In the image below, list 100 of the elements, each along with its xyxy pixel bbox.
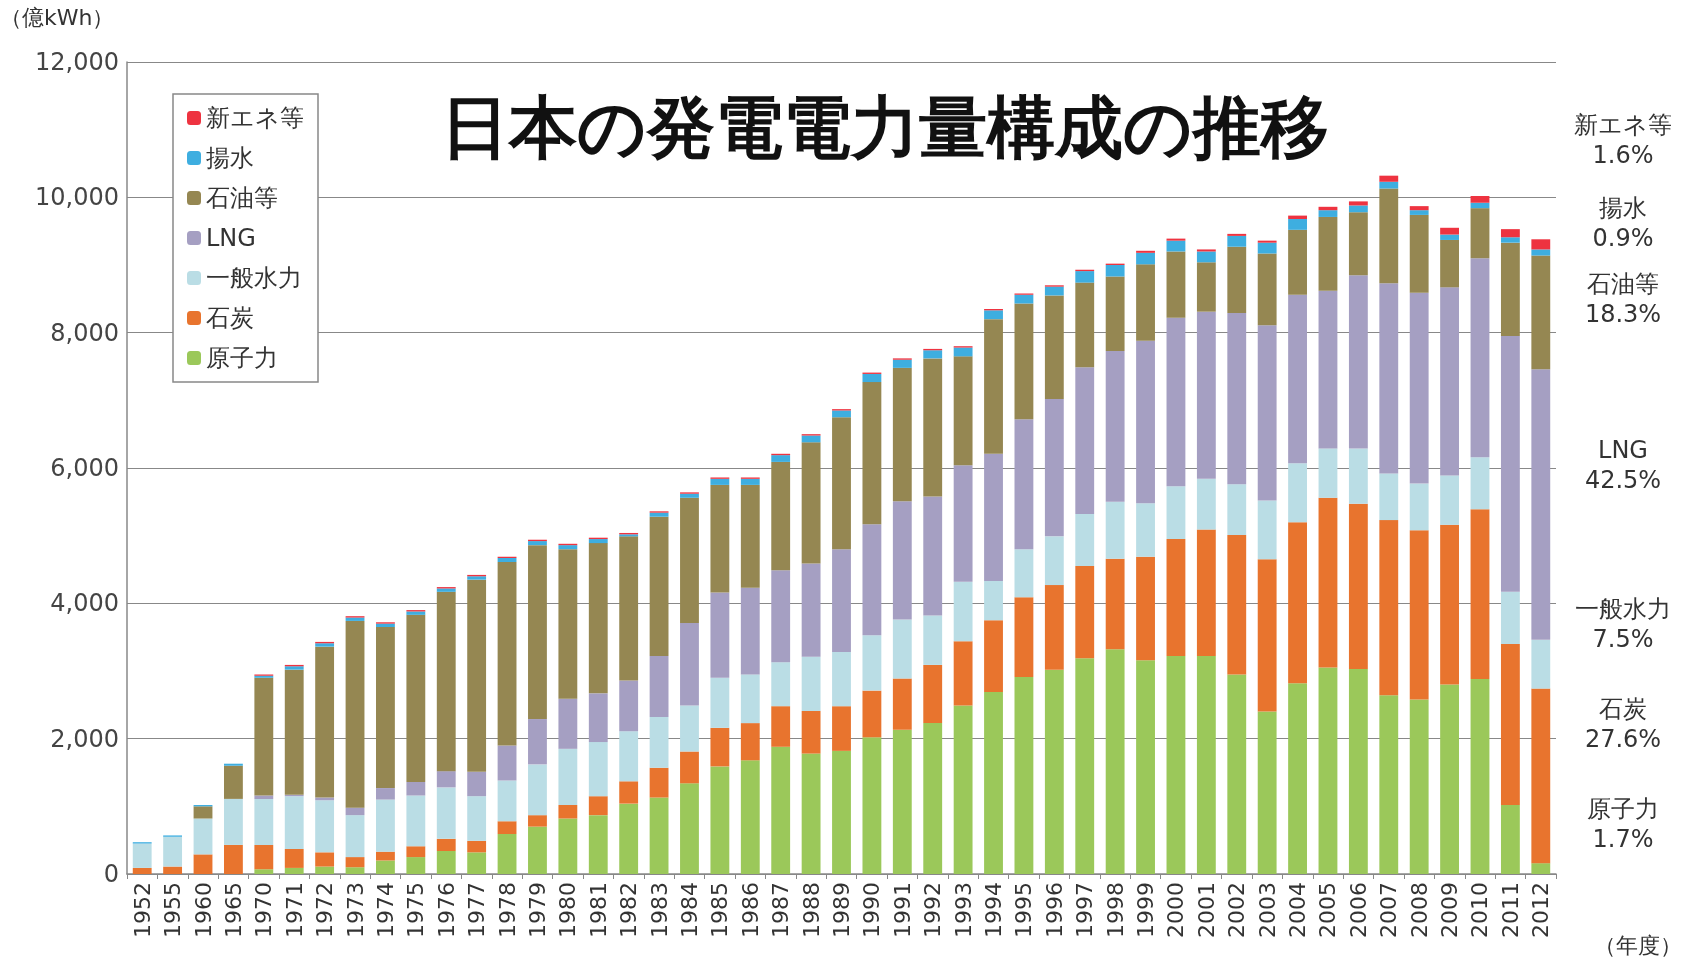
bar (1470, 208, 1490, 259)
bar (132, 843, 152, 868)
bar (1500, 229, 1520, 238)
bar (223, 844, 243, 874)
x-tick-label: 1972 (312, 882, 338, 938)
bar (315, 800, 335, 853)
bar (497, 562, 517, 746)
x-tick-label: 2002 (1224, 882, 1250, 938)
x-tick-label: 1989 (829, 882, 854, 938)
bar (1409, 292, 1429, 484)
bar (132, 867, 152, 874)
bar (1500, 237, 1520, 243)
bar (984, 310, 1003, 320)
bar (710, 766, 730, 874)
legend-label: LNG (206, 224, 256, 252)
x-tick-label: 2000 (1163, 882, 1189, 938)
bar (1196, 529, 1216, 657)
y-tick-label: 0 (103, 860, 119, 888)
bar (801, 753, 821, 874)
bar (832, 706, 851, 751)
bar (1257, 559, 1277, 712)
bar (619, 803, 639, 874)
bar (345, 815, 365, 858)
bar (953, 356, 973, 466)
bar (771, 662, 791, 707)
legend-label: 一般水力 (206, 264, 302, 292)
bar (1531, 639, 1551, 689)
x-tick-label: 2005 (1315, 882, 1341, 938)
bar (1257, 240, 1277, 243)
bar (984, 620, 1003, 692)
bar (1227, 534, 1247, 675)
bar (436, 787, 456, 839)
x-axis-title: （年度） (1594, 932, 1682, 958)
bar (1288, 463, 1307, 523)
bar (1409, 206, 1429, 211)
bar (1105, 558, 1125, 650)
x-tick-label: 1971 (281, 882, 307, 938)
bar (1379, 283, 1399, 474)
bar (528, 815, 547, 827)
bar (1257, 711, 1277, 874)
bar (1227, 233, 1247, 236)
bar (1136, 503, 1155, 557)
bar (284, 867, 304, 874)
x-tick-label: 2001 (1193, 882, 1219, 938)
text: 石油等 18.3% (1584, 269, 1662, 328)
x-tick-label: 1955 (160, 882, 186, 938)
bar (1227, 674, 1247, 874)
bar (558, 698, 578, 749)
bar (862, 382, 882, 525)
bar (649, 516, 669, 657)
bar (284, 669, 304, 795)
text: 揚水 0.9% (1592, 194, 1654, 253)
bar (1014, 597, 1034, 678)
bar (467, 840, 487, 853)
bar (558, 545, 578, 550)
bar (680, 493, 699, 498)
bar (1440, 227, 1460, 235)
bar (1044, 286, 1064, 296)
x-tick-label: 1979 (524, 882, 550, 938)
bar (771, 455, 791, 462)
bar (436, 838, 456, 851)
bar (1136, 250, 1155, 253)
bar (1136, 340, 1155, 504)
x-tick-label: 2004 (1285, 882, 1311, 938)
x-tick-label: 1991 (889, 882, 915, 938)
bar (1288, 218, 1307, 230)
y-tick-label: 6,000 (50, 454, 119, 482)
x-tick-label: 1970 (251, 882, 277, 938)
bar (1318, 497, 1338, 668)
bar (1500, 643, 1520, 805)
bar (1318, 667, 1338, 874)
bar (1379, 520, 1399, 696)
bar (1044, 536, 1064, 586)
x-tick-label: 1992 (920, 882, 946, 938)
bar (892, 729, 912, 874)
bar (497, 821, 517, 835)
bar (436, 850, 456, 874)
bar (1105, 649, 1125, 874)
bar (1166, 539, 1186, 657)
bar (892, 678, 912, 730)
bar (1409, 210, 1429, 215)
bar (1348, 503, 1368, 669)
bar (680, 751, 699, 784)
bar (801, 710, 821, 754)
bar (1288, 683, 1307, 874)
bar (528, 545, 547, 720)
bar (1348, 668, 1368, 874)
bar (984, 691, 1003, 874)
bar (1105, 265, 1125, 277)
bar (1166, 238, 1186, 241)
bar (1166, 251, 1186, 318)
bar (619, 536, 639, 681)
bar (862, 690, 882, 738)
bar (1348, 275, 1368, 449)
legend-label: 石炭 (206, 304, 254, 332)
bar (1075, 658, 1095, 874)
bar (254, 844, 274, 870)
legend-label: 石油等 (206, 184, 278, 212)
bar (771, 570, 791, 663)
bar (862, 635, 882, 691)
